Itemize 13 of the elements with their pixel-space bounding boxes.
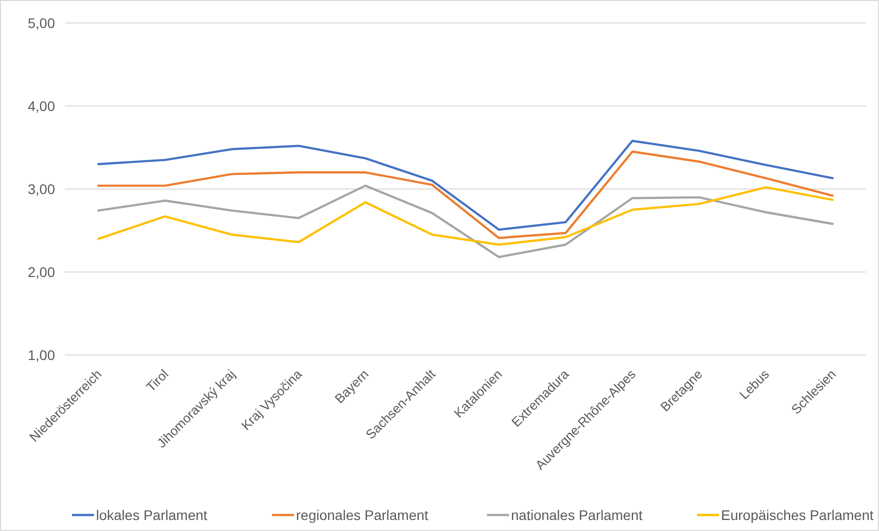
y-tick-label: 4,00: [28, 98, 56, 114]
y-tick-label: 5,00: [28, 14, 56, 31]
line-series: [97, 140, 834, 231]
legend-label: regionales Parlament: [296, 506, 428, 523]
y-tick-label: 2,00: [28, 264, 56, 280]
line-series: [97, 184, 834, 258]
legend-label: lokales Parlament: [96, 506, 208, 523]
line-series: [97, 150, 834, 240]
line-series: [97, 186, 834, 246]
legend-label: Europäisches Parlament: [721, 506, 874, 523]
y-tick-label: 1,00: [28, 346, 56, 363]
legend-label: nationales Parlament: [511, 506, 643, 523]
y-tick-label: 3,00: [28, 180, 56, 197]
